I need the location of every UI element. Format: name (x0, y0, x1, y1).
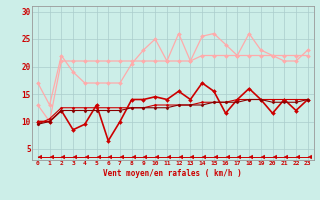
X-axis label: Vent moyen/en rafales ( km/h ): Vent moyen/en rafales ( km/h ) (103, 169, 242, 178)
